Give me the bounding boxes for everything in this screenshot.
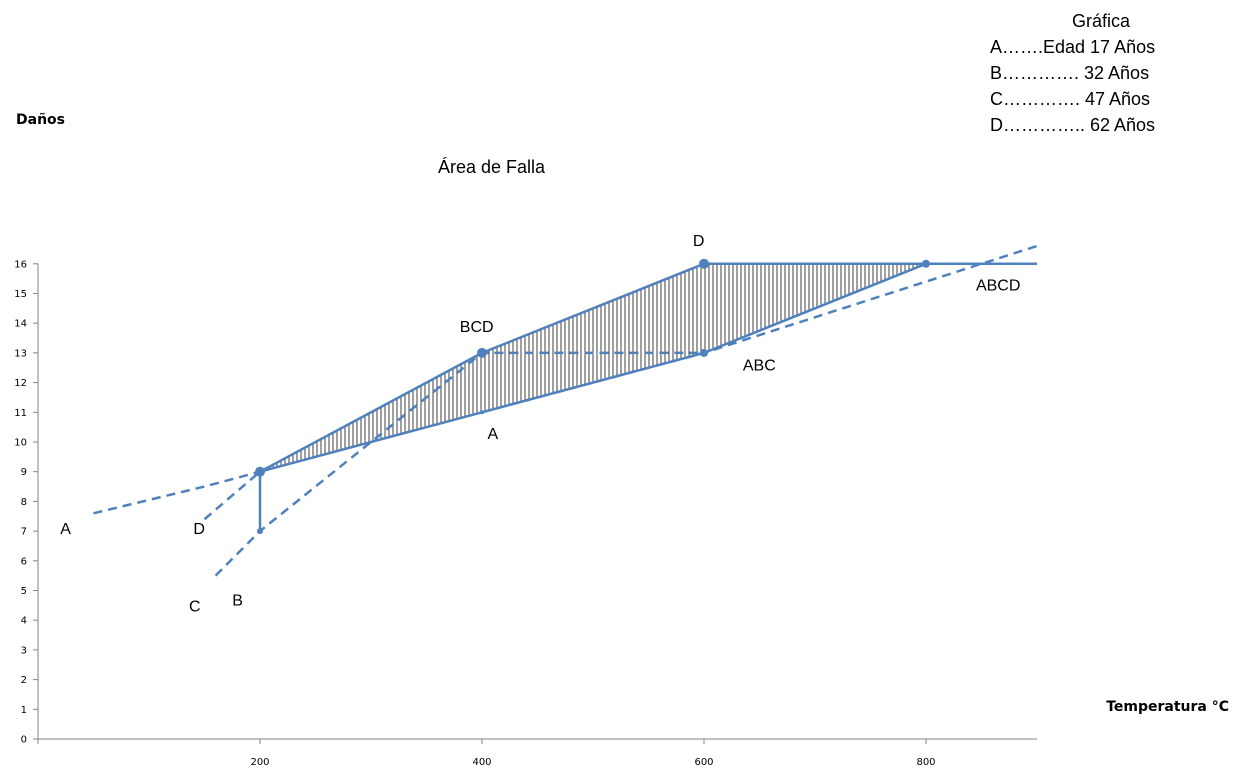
y-tick-label: 4 bbox=[21, 616, 27, 627]
y-tick-label: 0 bbox=[21, 735, 27, 746]
data-point bbox=[477, 347, 487, 358]
y-tick-label: 6 bbox=[21, 556, 27, 567]
y-tick-label: 3 bbox=[21, 645, 27, 656]
y-tick-label: 7 bbox=[21, 527, 27, 538]
point-label: ABCD bbox=[976, 278, 1020, 295]
y-tick-label: 15 bbox=[14, 289, 27, 300]
y-tick-label: 14 bbox=[14, 319, 27, 330]
x-axis-label: Temperatura °C bbox=[1106, 699, 1229, 715]
y-tick-label: 9 bbox=[21, 467, 27, 478]
y-tick-label: 12 bbox=[14, 378, 27, 389]
y-axis-label: Daños bbox=[16, 112, 65, 128]
x-tick-label: 600 bbox=[694, 757, 713, 768]
series-b-line bbox=[214, 351, 704, 577]
point-label: A bbox=[488, 426, 499, 443]
data-point bbox=[255, 466, 265, 477]
x-tick-label: 200 bbox=[250, 757, 269, 768]
point-label: B bbox=[232, 592, 243, 609]
data-point bbox=[699, 258, 709, 269]
y-tick-label: 16 bbox=[14, 259, 27, 270]
data-point bbox=[257, 528, 263, 535]
y-tick-label: 1 bbox=[21, 705, 27, 716]
legend-title: Gráfica bbox=[1072, 11, 1131, 31]
data-point bbox=[922, 259, 930, 268]
point-label: A bbox=[60, 521, 71, 538]
y-tick-label: 11 bbox=[14, 408, 27, 419]
series-a-line bbox=[259, 262, 927, 473]
data-point bbox=[480, 410, 484, 415]
data-point bbox=[700, 348, 708, 357]
point-label: C bbox=[189, 598, 201, 615]
failure-area bbox=[260, 263, 926, 532]
x-tick-label: 400 bbox=[472, 757, 491, 768]
x-tick-label: 800 bbox=[916, 757, 935, 768]
y-tick-label: 2 bbox=[21, 675, 27, 686]
y-tick-label: 13 bbox=[14, 348, 27, 359]
legend-entry-a: A…….Edad 17 Años bbox=[990, 37, 1156, 57]
series-a-trend bbox=[93, 470, 261, 515]
legend-entry-b: B…………. 32 Años bbox=[990, 63, 1150, 83]
point-label: D bbox=[693, 233, 705, 250]
y-tick-label: 5 bbox=[21, 586, 27, 597]
legend: Gráfica A…….Edad 17 Años B…………. 32 Años … bbox=[990, 8, 1230, 138]
series-d-trend bbox=[203, 470, 261, 521]
legend-entry-d: D………….. 62 Años bbox=[990, 115, 1156, 135]
y-tick-label: 10 bbox=[14, 438, 27, 449]
y-tick-label: 8 bbox=[21, 497, 27, 508]
failure-area-title: Área de Falla bbox=[438, 157, 546, 177]
legend-entry-c: C…………. 47 Años bbox=[990, 89, 1151, 109]
point-label: D bbox=[193, 521, 205, 538]
point-label: BCD bbox=[460, 319, 494, 336]
point-label: ABC bbox=[743, 358, 776, 375]
